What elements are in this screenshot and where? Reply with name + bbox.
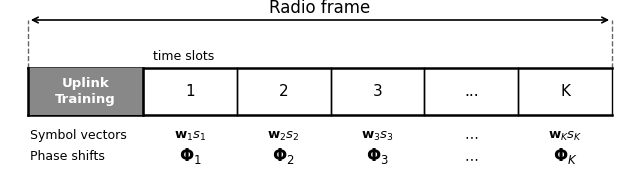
Text: Radio frame: Radio frame xyxy=(269,0,371,17)
Text: $\mathbf{w}_3 s_3$: $\mathbf{w}_3 s_3$ xyxy=(361,130,394,143)
Text: 3: 3 xyxy=(372,84,382,99)
Text: ...: ... xyxy=(464,84,479,99)
Text: K: K xyxy=(560,84,570,99)
Text: $\boldsymbol{\Phi}_1$: $\boldsymbol{\Phi}_1$ xyxy=(179,146,201,166)
Text: $\cdots$: $\cdots$ xyxy=(464,151,479,165)
Text: $\boldsymbol{\Phi}_K$: $\boldsymbol{\Phi}_K$ xyxy=(553,146,577,166)
Text: $\mathbf{w}_K s_K$: $\mathbf{w}_K s_K$ xyxy=(548,130,582,143)
Text: 2: 2 xyxy=(279,84,289,99)
Text: $\mathbf{w}_1 s_1$: $\mathbf{w}_1 s_1$ xyxy=(173,130,206,143)
Text: $\mathbf{w}_2 s_2$: $\mathbf{w}_2 s_2$ xyxy=(268,130,300,143)
Bar xyxy=(28,68,143,115)
Text: Symbol vectors: Symbol vectors xyxy=(30,130,127,142)
Text: 1: 1 xyxy=(185,84,195,99)
Text: $\boldsymbol{\Phi}_3$: $\boldsymbol{\Phi}_3$ xyxy=(366,146,389,166)
Text: Uplink
Training: Uplink Training xyxy=(55,77,116,106)
Text: $\boldsymbol{\Phi}_2$: $\boldsymbol{\Phi}_2$ xyxy=(273,146,295,166)
Text: time slots: time slots xyxy=(153,50,214,63)
Text: Phase shifts: Phase shifts xyxy=(30,150,105,163)
Text: $\cdots$: $\cdots$ xyxy=(464,129,479,143)
